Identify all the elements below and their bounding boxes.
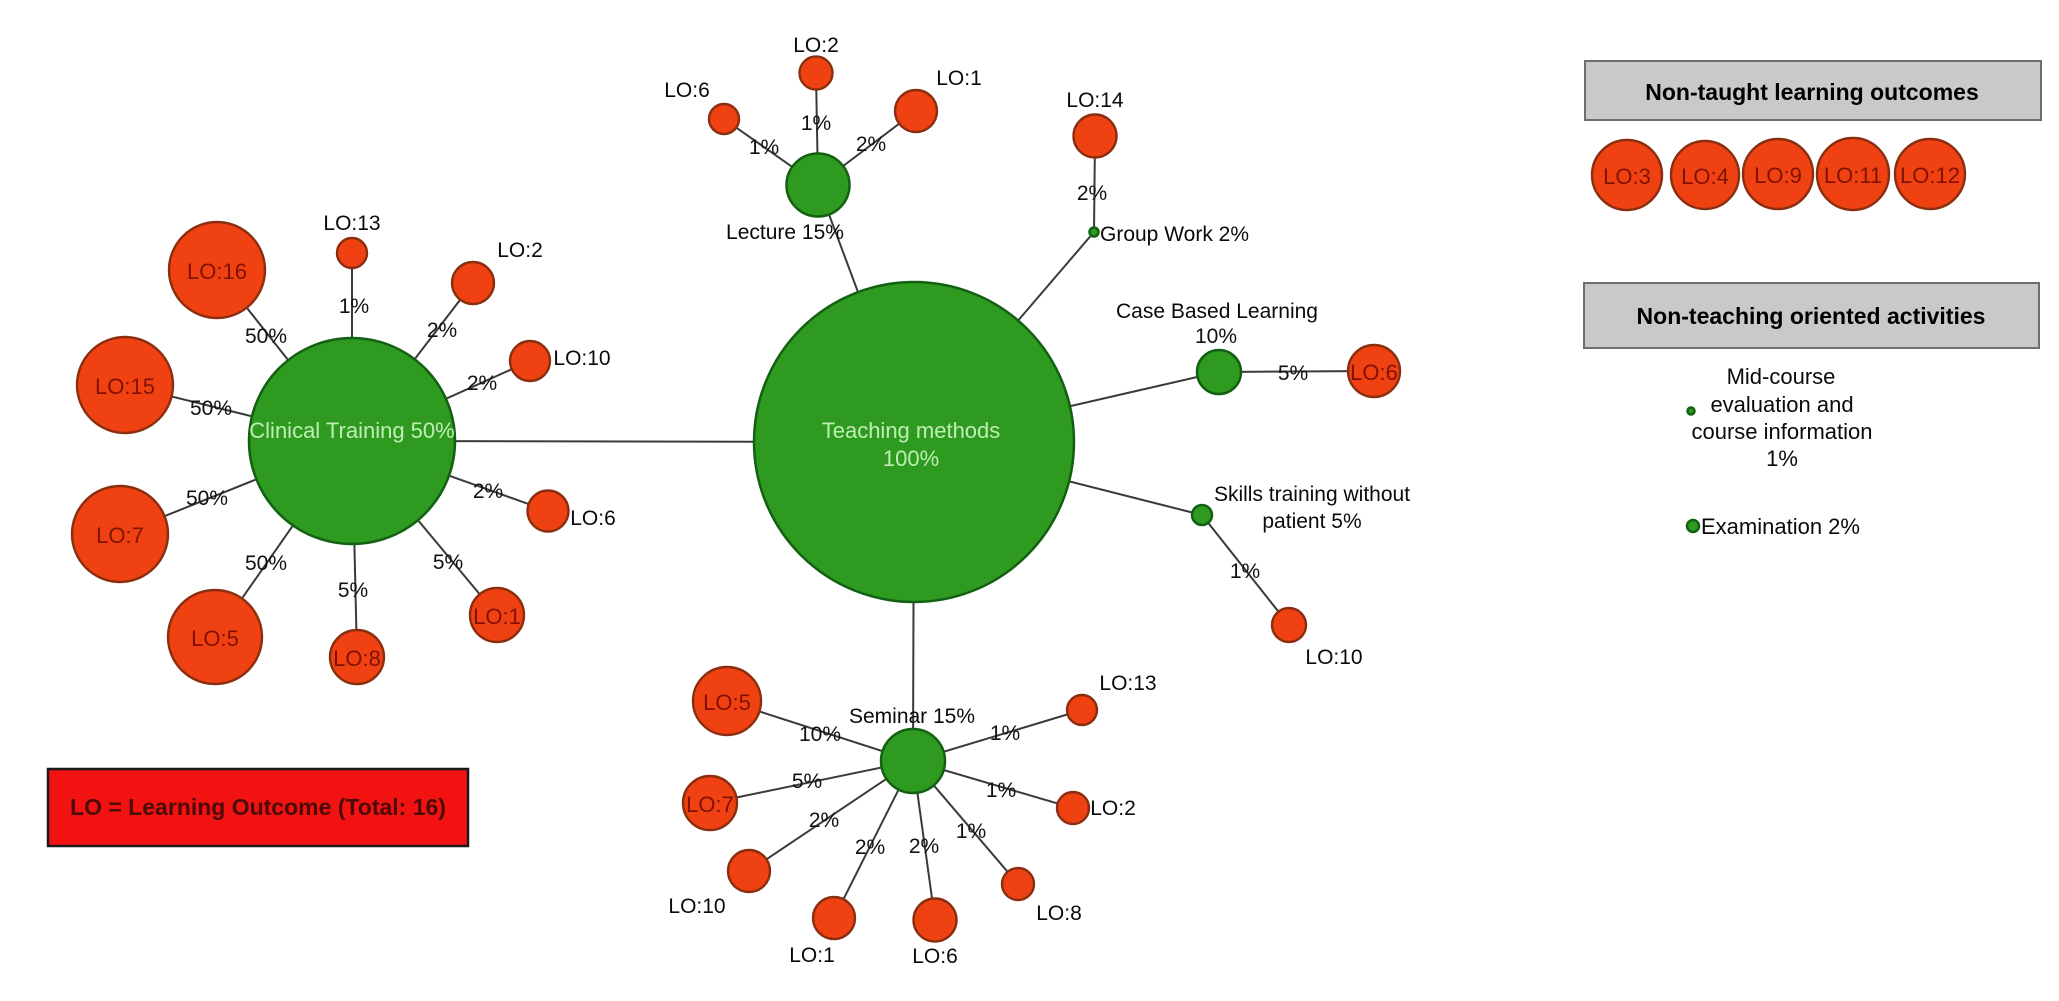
svg-text:LO:12: LO:12 xyxy=(1900,163,1960,188)
svg-text:LO = Learning Outcome (Total:: LO = Learning Outcome (Total: 16) xyxy=(70,794,446,820)
svg-text:5%: 5% xyxy=(433,551,463,574)
svg-text:2%: 2% xyxy=(856,133,886,156)
svg-text:evaluation and: evaluation and xyxy=(1710,392,1853,417)
svg-text:50%: 50% xyxy=(245,325,287,348)
svg-text:2%: 2% xyxy=(1077,182,1107,205)
svg-text:50%: 50% xyxy=(245,552,287,575)
svg-text:LO:1: LO:1 xyxy=(473,604,521,629)
svg-text:2%: 2% xyxy=(473,480,503,503)
svg-text:LO:7: LO:7 xyxy=(686,792,734,817)
svg-text:Clinical Training 50%: Clinical Training 50% xyxy=(249,418,454,443)
svg-text:1%: 1% xyxy=(956,820,986,843)
svg-text:LO:10: LO:10 xyxy=(553,347,610,370)
svg-text:50%: 50% xyxy=(186,487,228,510)
svg-text:LO:2: LO:2 xyxy=(497,239,543,262)
svg-text:LO:1: LO:1 xyxy=(789,944,835,967)
svg-text:LO:5: LO:5 xyxy=(191,626,239,651)
svg-text:LO:3: LO:3 xyxy=(1603,164,1651,189)
svg-text:1%: 1% xyxy=(990,722,1020,745)
svg-text:2%: 2% xyxy=(427,319,457,342)
svg-text:Case Based Learning: Case Based Learning xyxy=(1116,300,1318,323)
svg-text:LO:14: LO:14 xyxy=(1066,89,1124,112)
svg-text:course information: course information xyxy=(1692,419,1873,444)
svg-text:LO:13: LO:13 xyxy=(1099,672,1156,695)
svg-text:LO:6: LO:6 xyxy=(570,507,616,530)
svg-text:2%: 2% xyxy=(909,835,939,858)
svg-text:5%: 5% xyxy=(338,579,368,602)
svg-text:2%: 2% xyxy=(855,836,885,859)
svg-text:LO:8: LO:8 xyxy=(1036,902,1082,925)
svg-text:Non-teaching oriented activiti: Non-teaching oriented activities xyxy=(1637,303,1986,329)
svg-text:LO:8: LO:8 xyxy=(333,646,381,671)
svg-text:LO:13: LO:13 xyxy=(323,212,380,235)
svg-text:LO:16: LO:16 xyxy=(187,259,247,284)
svg-text:Teaching methods: Teaching methods xyxy=(822,418,1001,443)
svg-text:Group Work 2%: Group Work 2% xyxy=(1100,223,1249,246)
svg-text:Non-taught learning outcomes: Non-taught learning outcomes xyxy=(1645,79,1979,105)
svg-text:LO:7: LO:7 xyxy=(96,523,144,548)
svg-text:LO:11: LO:11 xyxy=(1824,163,1882,188)
svg-text:Examination 2%: Examination 2% xyxy=(1701,514,1860,539)
svg-text:LO:6: LO:6 xyxy=(664,79,710,102)
svg-text:patient 5%: patient 5% xyxy=(1262,510,1361,533)
svg-text:LO:9: LO:9 xyxy=(1754,163,1802,188)
svg-text:1%: 1% xyxy=(749,136,779,159)
svg-text:2%: 2% xyxy=(809,809,839,832)
svg-text:100%: 100% xyxy=(883,446,939,471)
svg-text:1%: 1% xyxy=(339,295,369,318)
svg-text:LO:15: LO:15 xyxy=(95,374,155,399)
svg-text:Seminar 15%: Seminar 15% xyxy=(849,705,975,728)
svg-text:5%: 5% xyxy=(1278,362,1308,385)
svg-text:LO:10: LO:10 xyxy=(1305,646,1362,669)
svg-text:1%: 1% xyxy=(1766,446,1798,471)
svg-text:2%: 2% xyxy=(467,372,497,395)
svg-text:1%: 1% xyxy=(986,779,1016,802)
svg-text:LO:2: LO:2 xyxy=(1090,797,1136,820)
svg-text:1%: 1% xyxy=(801,112,831,135)
svg-text:10%: 10% xyxy=(1195,325,1237,348)
svg-text:LO:6: LO:6 xyxy=(1350,360,1398,385)
svg-text:LO:6: LO:6 xyxy=(912,945,958,968)
svg-text:LO:2: LO:2 xyxy=(793,34,839,57)
svg-text:Mid-course: Mid-course xyxy=(1727,364,1836,389)
svg-text:LO:4: LO:4 xyxy=(1681,164,1729,189)
svg-text:LO:1: LO:1 xyxy=(936,67,982,90)
svg-text:1%: 1% xyxy=(1230,560,1260,583)
svg-text:LO:5: LO:5 xyxy=(703,690,751,715)
svg-text:50%: 50% xyxy=(190,397,232,420)
svg-text:LO:10: LO:10 xyxy=(668,895,725,918)
svg-text:Skills training without: Skills training without xyxy=(1214,483,1410,506)
svg-text:Lecture 15%: Lecture 15% xyxy=(726,221,844,244)
svg-text:5%: 5% xyxy=(792,770,822,793)
svg-text:10%: 10% xyxy=(799,723,841,746)
